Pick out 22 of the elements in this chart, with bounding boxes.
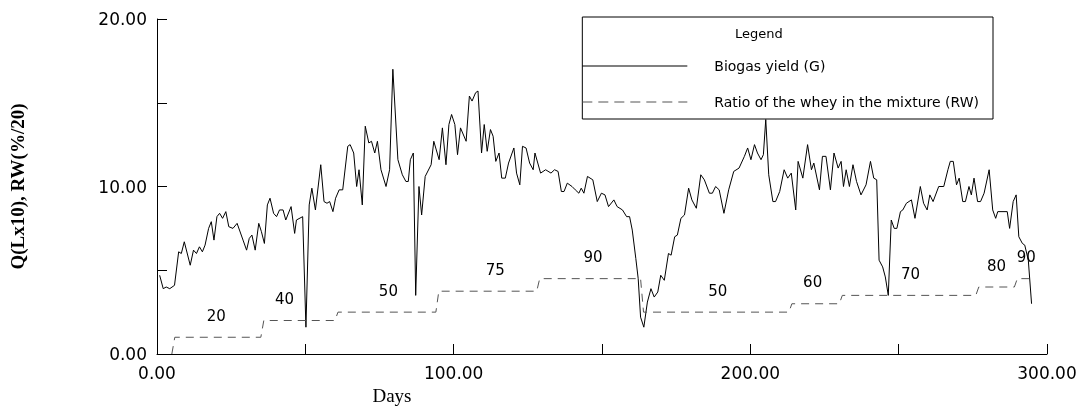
annotation: 80: [987, 256, 1007, 275]
y-tick-label: 10.00: [98, 176, 147, 197]
y-tick-label: 0.00: [109, 344, 147, 364]
annotation: 40: [275, 290, 295, 308]
annotation: 90: [1016, 248, 1036, 267]
annotation: 20: [206, 306, 226, 325]
annotation: 70: [900, 264, 921, 283]
x-axis-title: Days: [372, 385, 412, 406]
x-tick-label: 0.00: [138, 362, 176, 383]
y-tick-label: 20.00: [98, 9, 147, 29]
x-tick-label: 200.00: [720, 362, 781, 383]
annotation: 90: [583, 248, 603, 267]
legend-title: Legend: [735, 26, 783, 41]
x-tick-label: 100.00: [423, 362, 484, 383]
legend-label: Biogas yield (G): [714, 58, 826, 74]
annotation: 50: [378, 281, 398, 300]
y-axis-title: Q(Lx10), RW(%/20): [7, 103, 29, 270]
annotation: 50: [708, 281, 728, 300]
annotation: 60: [803, 273, 823, 292]
x-tick-label: 300.00: [1017, 362, 1077, 383]
annotation: 75: [485, 260, 505, 279]
legend-label: Ratio of the whey in the mixture (RW): [714, 94, 979, 110]
